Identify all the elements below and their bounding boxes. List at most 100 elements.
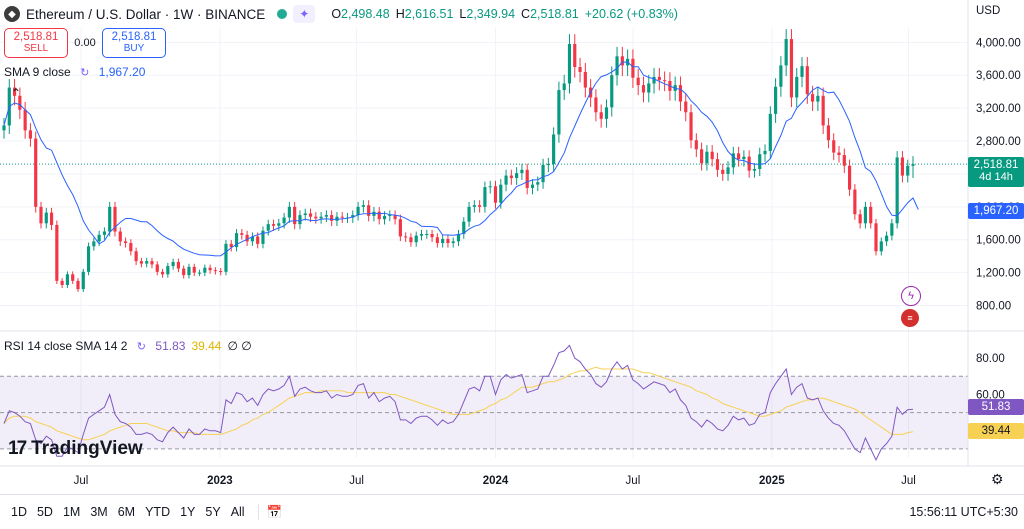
candle-body xyxy=(81,271,85,290)
price-axis-labels[interactable]: 800.001,200.001,600.002,000.002,400.002,… xyxy=(976,37,1021,312)
tf-1d[interactable]: 1D xyxy=(11,505,27,519)
go-to-date-icon[interactable]: 📅 xyxy=(266,504,283,519)
candle-body xyxy=(837,152,841,156)
tf-3m[interactable]: 3M xyxy=(90,505,108,519)
trade-panel: 2,518.81 SELL 0.00 2,518.81 BUY xyxy=(4,28,166,58)
sma-legend[interactable]: SMA 9 close ↻ 1,967.20 xyxy=(4,64,145,80)
candle-body xyxy=(731,153,735,168)
candle-body xyxy=(145,261,149,264)
candle-body xyxy=(382,215,387,220)
candle-body xyxy=(816,95,820,102)
candle-body xyxy=(123,241,128,244)
low-key: L xyxy=(459,7,467,21)
candle-body xyxy=(890,223,894,236)
sma-label: SMA 9 close xyxy=(4,65,71,79)
candle-body xyxy=(203,267,207,273)
candle-body xyxy=(562,83,566,91)
candle-body xyxy=(541,164,545,183)
ethereum-icon: ◆ xyxy=(4,6,20,22)
currency-label[interactable]: USD xyxy=(976,5,1001,17)
candle-body xyxy=(594,97,598,113)
rsi-sma-badge: 39.44 xyxy=(968,423,1024,439)
candle-body xyxy=(578,67,582,72)
tf-ytd[interactable]: YTD xyxy=(145,505,171,519)
settings-icon[interactable]: ⚙ xyxy=(991,471,1004,487)
tf-1m[interactable]: 1M xyxy=(62,505,81,519)
candle-body xyxy=(847,165,852,190)
candle-body xyxy=(504,175,508,185)
brand-name: TradingView xyxy=(31,438,143,459)
candle-body xyxy=(298,215,302,225)
candle-body xyxy=(615,56,619,76)
candle-body xyxy=(779,65,783,87)
chart-canvas[interactable]: 800.001,200.001,600.002,000.002,400.002,… xyxy=(0,0,1024,494)
sell-price: 2,518.81 xyxy=(13,31,59,43)
clock[interactable]: 15:56:11 UTC+5:30 xyxy=(909,505,1018,519)
candle-body xyxy=(821,95,825,126)
sma-value: 1,967.20 xyxy=(98,65,146,79)
candle-body xyxy=(18,95,22,110)
us-flag-event-icon[interactable]: ≡ xyxy=(901,309,919,327)
price-tick-label: 1,200.00 xyxy=(976,268,1021,280)
candle-body xyxy=(335,216,339,221)
candle-body xyxy=(869,206,873,224)
time-tick-label: Jul xyxy=(74,475,89,487)
indicator-tools-icon[interactable]: ✦ xyxy=(293,5,316,23)
rsi-extra: ∅ ∅ xyxy=(227,339,252,353)
candle-body xyxy=(641,85,646,93)
time-axis-labels[interactable]: Jul 2023 Jul 2024 Jul 2025 Jul xyxy=(74,475,916,487)
symbol-title[interactable]: Ethereum / U.S. Dollar · 1W · BINANCE xyxy=(26,6,266,22)
candle-body xyxy=(567,43,572,84)
candle-body xyxy=(874,223,878,252)
candle-body xyxy=(557,90,561,135)
close-value: 2,518.81 xyxy=(530,7,579,21)
spread-value: 0.00 xyxy=(74,37,96,49)
candle-body xyxy=(160,271,165,275)
candle-body xyxy=(425,233,429,235)
candle-body xyxy=(620,56,624,66)
candle-body xyxy=(139,261,143,264)
high-value: 2,616.51 xyxy=(404,7,454,21)
tf-5y[interactable]: 5Y xyxy=(205,505,221,519)
toolbar-divider xyxy=(257,504,259,520)
candle-body xyxy=(911,164,915,166)
rsi-legend[interactable]: RSI 14 close SMA 14 2 ↻ 51.83 39.44 ∅ ∅ xyxy=(4,338,252,354)
tf-5d[interactable]: 5D xyxy=(36,505,53,519)
candle-body xyxy=(419,233,424,236)
candle-body xyxy=(853,189,857,215)
candle-body xyxy=(747,156,751,171)
tf-all[interactable]: All xyxy=(230,505,245,519)
candle-body xyxy=(652,76,656,84)
candle-body xyxy=(404,236,408,238)
candle-body xyxy=(895,157,899,224)
bottom-toolbar: 1D 5D 1M 3M 6M YTD 1Y 5Y All 📅 15:56:11 … xyxy=(0,494,1024,529)
tf-6m[interactable]: 6M xyxy=(117,505,136,519)
candle-body xyxy=(774,86,778,114)
lightning-event-icon[interactable]: ϟ xyxy=(901,286,921,306)
candle-body xyxy=(271,224,276,226)
sell-button[interactable]: 2,518.81 SELL xyxy=(4,28,68,58)
candle-body xyxy=(689,112,693,141)
candle-body xyxy=(171,261,175,267)
collapse-icon[interactable]: ⌃ xyxy=(10,86,22,100)
candle-body xyxy=(879,241,883,252)
candle-body xyxy=(599,112,603,119)
candle-body xyxy=(858,214,862,224)
candle-body xyxy=(308,213,313,217)
rsi-levels xyxy=(0,375,968,450)
candle-body xyxy=(34,138,38,207)
candle-body xyxy=(234,233,239,248)
rsi-axis-labels[interactable]: 60.00 80.00 xyxy=(976,353,1005,401)
candle-body xyxy=(372,211,376,216)
buy-button[interactable]: 2,518.81 BUY xyxy=(102,28,166,58)
candle-body xyxy=(705,151,709,164)
candle-body xyxy=(636,77,640,86)
candle-body xyxy=(245,234,249,242)
candle-body xyxy=(493,186,498,203)
candle-body xyxy=(430,233,434,238)
candle-body xyxy=(530,184,535,188)
candle-body xyxy=(694,140,698,150)
candle-body xyxy=(208,267,212,271)
tf-1y[interactable]: 1Y xyxy=(180,505,196,519)
ohlc-values: O2,498.48 H2,616.51 L2,349.94 C2,518.81 … xyxy=(331,7,678,21)
